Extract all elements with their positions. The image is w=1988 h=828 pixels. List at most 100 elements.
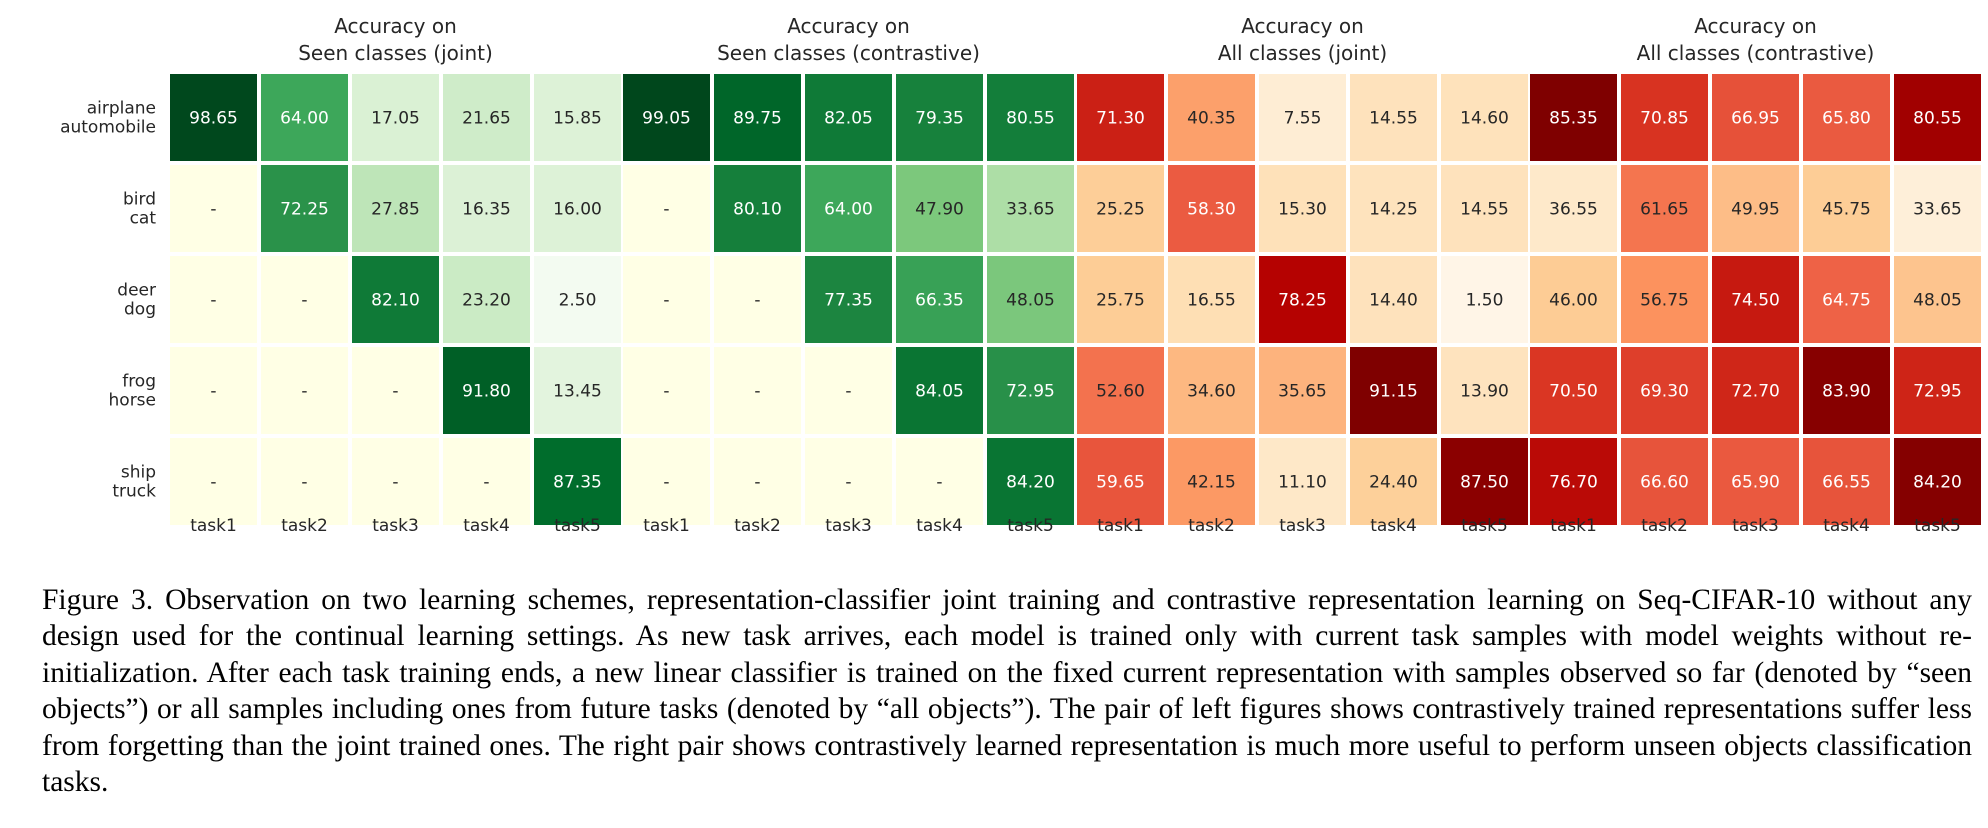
- heatmap-cell: [896, 347, 983, 434]
- y-tick-label: deer: [117, 281, 156, 301]
- cell-value-label: 14.40: [1369, 291, 1418, 311]
- heatmap-cell: [1259, 74, 1346, 161]
- cell-value-label: 1.50: [1466, 291, 1504, 311]
- x-tick-label: task5: [1007, 516, 1054, 536]
- heatmap-cell: [1803, 347, 1890, 434]
- cell-value-label: 14.55: [1460, 200, 1509, 220]
- heatmap-cell: [1259, 347, 1346, 434]
- cell-value-label: -: [210, 382, 216, 402]
- heatmap-cell: [170, 256, 257, 343]
- cell-value-label: 58.30: [1187, 200, 1236, 220]
- cell-value-label: 72.25: [280, 200, 329, 220]
- heatmap-cell: [1259, 165, 1346, 252]
- heatmap-cell: [443, 438, 530, 525]
- cell-value-label: 80.55: [1913, 109, 1962, 129]
- cell-value-label: -: [301, 291, 307, 311]
- panel-title-line1: Accuracy on: [1241, 14, 1364, 38]
- cell-value-label: 72.95: [1006, 382, 1055, 402]
- heatmap-cell: [1441, 347, 1528, 434]
- heatmap-cell: [714, 256, 801, 343]
- heatmap-cell: [443, 256, 530, 343]
- cell-value-label: 72.95: [1913, 382, 1962, 402]
- cell-value-label: 17.05: [371, 109, 420, 129]
- x-tick-label: task3: [825, 516, 872, 536]
- x-tick-label: task1: [190, 516, 237, 536]
- heatmap-cell: [1712, 165, 1799, 252]
- cell-value-label: 61.65: [1640, 200, 1689, 220]
- cell-value-label: 35.65: [1278, 382, 1327, 402]
- y-tick-label: frog: [122, 372, 156, 392]
- heatmap-cell: [1712, 256, 1799, 343]
- heatmap-cell: [714, 347, 801, 434]
- heatmap-cell: [1077, 347, 1164, 434]
- cell-value-label: -: [210, 291, 216, 311]
- x-tick-label: task2: [281, 516, 328, 536]
- cell-value-label: 76.70: [1549, 473, 1598, 493]
- heatmap-cell: [1530, 347, 1617, 434]
- cell-value-label: 47.90: [915, 200, 964, 220]
- heatmap-cell: [1621, 347, 1708, 434]
- cell-value-label: 13.45: [553, 382, 602, 402]
- cell-value-label: 66.95: [1731, 109, 1780, 129]
- heatmap-cell: [714, 438, 801, 525]
- cell-value-label: -: [663, 473, 669, 493]
- cell-value-label: -: [845, 473, 851, 493]
- heatmap-cell: [1621, 74, 1708, 161]
- x-tick-label: task2: [734, 516, 781, 536]
- cell-value-label: 49.95: [1731, 200, 1780, 220]
- heatmap-cell: [623, 438, 710, 525]
- heatmap-panel-4: Accuracy on All classes (contrastive) 85.3…: [1530, 14, 1981, 536]
- heatmap-cell: [1621, 256, 1708, 343]
- heatmap-cell: [352, 74, 439, 161]
- cell-value-label: 45.75: [1822, 200, 1871, 220]
- heatmap-cell: [352, 347, 439, 434]
- cell-value-label: 72.70: [1731, 382, 1780, 402]
- cell-value-label: 64.00: [824, 200, 873, 220]
- heatmap-cell: [623, 256, 710, 343]
- panel-title-line1: Accuracy on: [334, 14, 457, 38]
- heatmap-cell: [1621, 438, 1708, 525]
- x-tick-label: task5: [554, 516, 601, 536]
- heatmap-cell: [1894, 438, 1981, 525]
- heatmap-cell: [623, 74, 710, 161]
- heatmap-cell: [805, 438, 892, 525]
- cell-value-label: 82.10: [371, 291, 420, 311]
- cell-value-label: 83.90: [1822, 382, 1871, 402]
- cell-value-label: 84.20: [1913, 473, 1962, 493]
- cell-value-label: -: [936, 473, 942, 493]
- cell-value-label: 84.05: [915, 382, 964, 402]
- heatmap-cell: [1168, 347, 1255, 434]
- cell-value-label: 70.50: [1549, 382, 1598, 402]
- cell-value-label: 7.55: [1284, 109, 1322, 129]
- heatmap-cell: [1530, 256, 1617, 343]
- x-tick-label: task3: [1279, 516, 1326, 536]
- x-tick-label: task1: [1097, 516, 1144, 536]
- cell-value-label: 66.35: [915, 291, 964, 311]
- x-tick-label: task5: [1914, 516, 1961, 536]
- cell-value-label: 87.50: [1460, 473, 1509, 493]
- heatmap-cell: [352, 256, 439, 343]
- cell-value-label: 24.40: [1369, 473, 1418, 493]
- heatmap-cell: [1712, 74, 1799, 161]
- heatmap-cell: [714, 74, 801, 161]
- cell-value-label: -: [392, 382, 398, 402]
- cell-value-label: 87.35: [553, 473, 602, 493]
- heatmap-cell: [443, 347, 530, 434]
- heatmap-cell: [1350, 438, 1437, 525]
- cell-value-label: 78.25: [1278, 291, 1327, 311]
- cell-value-label: 89.75: [733, 109, 782, 129]
- cell-value-label: 79.35: [915, 109, 964, 129]
- heatmap-cell: [1803, 74, 1890, 161]
- heatmap-cell: [1530, 74, 1617, 161]
- x-tick-label: task4: [1370, 516, 1417, 536]
- cell-value-label: 99.05: [642, 109, 691, 129]
- y-tick-label: horse: [109, 391, 156, 411]
- heatmap-cell: [896, 438, 983, 525]
- heatmap-cell: [1077, 438, 1164, 525]
- heatmap-cell: [1168, 74, 1255, 161]
- heatmap-cell: [1168, 165, 1255, 252]
- heatmap-cell: [261, 438, 348, 525]
- cell-value-label: 40.35: [1187, 109, 1236, 129]
- panel-title-line2: All classes (joint): [1218, 41, 1387, 65]
- heatmap-panel-2: Accuracy on Seen classes (contrastive) 99.…: [623, 14, 1074, 536]
